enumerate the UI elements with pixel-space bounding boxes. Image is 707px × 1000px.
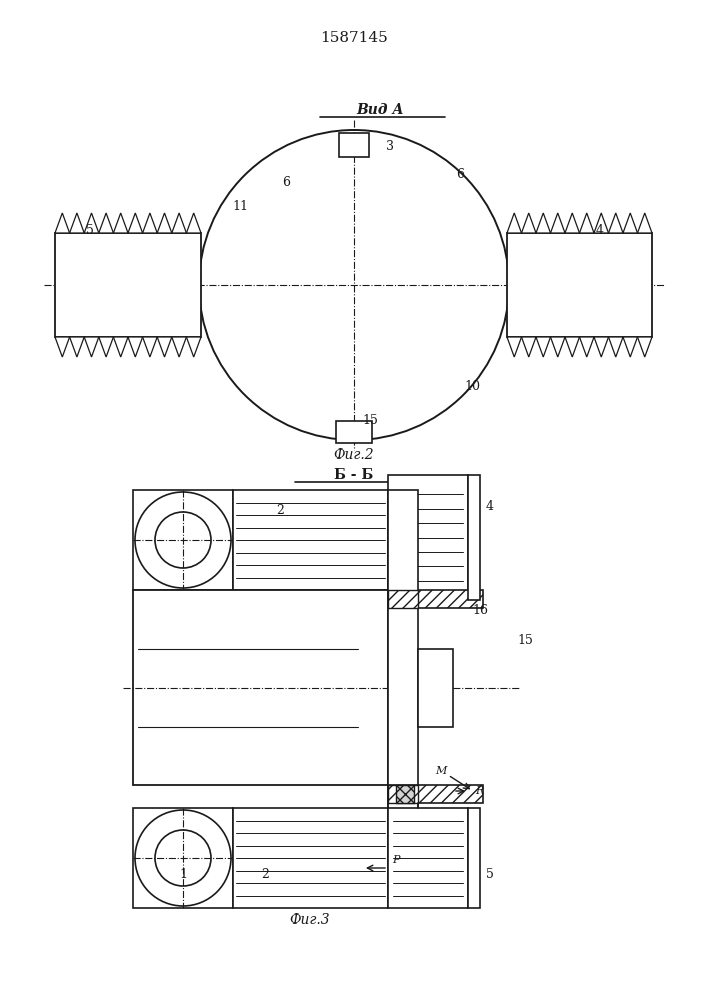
Text: 1587145: 1587145 — [320, 31, 388, 45]
Polygon shape — [536, 213, 551, 233]
Bar — [55, 233, 201, 337]
Text: 4: 4 — [486, 499, 494, 512]
Polygon shape — [69, 337, 84, 357]
Text: P: P — [392, 855, 399, 865]
Text: 10: 10 — [464, 379, 480, 392]
Polygon shape — [507, 337, 522, 357]
Bar — [468, 475, 480, 600]
Text: Вид А: Вид А — [356, 103, 404, 117]
Circle shape — [135, 810, 231, 906]
Bar — [133, 808, 233, 908]
Polygon shape — [551, 337, 565, 357]
Polygon shape — [128, 337, 143, 357]
Circle shape — [214, 145, 494, 425]
Polygon shape — [507, 213, 522, 233]
Text: 15: 15 — [362, 414, 378, 426]
Circle shape — [155, 830, 211, 886]
Polygon shape — [84, 337, 99, 357]
Bar — [388, 590, 483, 608]
Bar — [468, 808, 480, 908]
Text: 2: 2 — [261, 868, 269, 882]
Polygon shape — [609, 213, 623, 233]
Text: 4: 4 — [596, 224, 604, 236]
Bar — [233, 808, 388, 908]
Bar — [418, 648, 453, 726]
Polygon shape — [638, 337, 652, 357]
Polygon shape — [84, 213, 99, 233]
Polygon shape — [580, 337, 594, 357]
Text: 2: 2 — [276, 504, 284, 516]
Bar — [388, 785, 418, 803]
Text: 16: 16 — [472, 603, 488, 616]
Polygon shape — [609, 337, 623, 357]
Bar — [133, 490, 233, 590]
Polygon shape — [522, 213, 536, 233]
Text: Б - Б: Б - Б — [334, 468, 373, 482]
Polygon shape — [157, 337, 172, 357]
Bar — [388, 490, 418, 815]
Bar — [388, 590, 418, 608]
Polygon shape — [99, 337, 113, 357]
Text: 5: 5 — [486, 868, 494, 882]
Bar — [388, 808, 468, 908]
Bar — [133, 590, 388, 785]
Text: 15: 15 — [517, 634, 533, 647]
Polygon shape — [580, 213, 594, 233]
Text: 5: 5 — [86, 224, 94, 236]
Text: Фиг.3: Фиг.3 — [290, 913, 330, 927]
Polygon shape — [172, 337, 187, 357]
Text: 1: 1 — [179, 868, 187, 882]
Circle shape — [199, 130, 509, 440]
Polygon shape — [623, 213, 638, 233]
Polygon shape — [172, 213, 187, 233]
Text: Фиг.2: Фиг.2 — [334, 448, 374, 462]
Text: M: M — [436, 766, 447, 776]
Polygon shape — [55, 213, 69, 233]
Polygon shape — [522, 337, 536, 357]
Text: 6: 6 — [456, 168, 464, 182]
Bar — [388, 785, 483, 803]
Text: 11: 11 — [232, 200, 248, 214]
Polygon shape — [565, 213, 580, 233]
Polygon shape — [638, 213, 652, 233]
Circle shape — [239, 170, 469, 400]
Circle shape — [155, 512, 211, 568]
Polygon shape — [536, 337, 551, 357]
Bar — [388, 475, 468, 600]
Polygon shape — [594, 337, 609, 357]
Polygon shape — [143, 213, 157, 233]
Polygon shape — [187, 337, 201, 357]
Polygon shape — [128, 213, 143, 233]
Circle shape — [135, 492, 231, 588]
Polygon shape — [187, 213, 201, 233]
Polygon shape — [157, 213, 172, 233]
Text: R: R — [475, 786, 484, 796]
Polygon shape — [565, 337, 580, 357]
Polygon shape — [55, 337, 69, 357]
Bar — [233, 490, 388, 590]
Polygon shape — [99, 213, 113, 233]
Polygon shape — [69, 213, 84, 233]
Bar — [396, 785, 414, 803]
Text: 6: 6 — [282, 176, 290, 190]
Bar — [339, 133, 369, 157]
Polygon shape — [113, 213, 128, 233]
Bar — [507, 233, 652, 337]
Polygon shape — [113, 337, 128, 357]
Polygon shape — [623, 337, 638, 357]
Bar — [336, 421, 372, 443]
Polygon shape — [551, 213, 565, 233]
Text: 3: 3 — [386, 140, 394, 153]
Polygon shape — [143, 337, 157, 357]
Polygon shape — [594, 213, 609, 233]
